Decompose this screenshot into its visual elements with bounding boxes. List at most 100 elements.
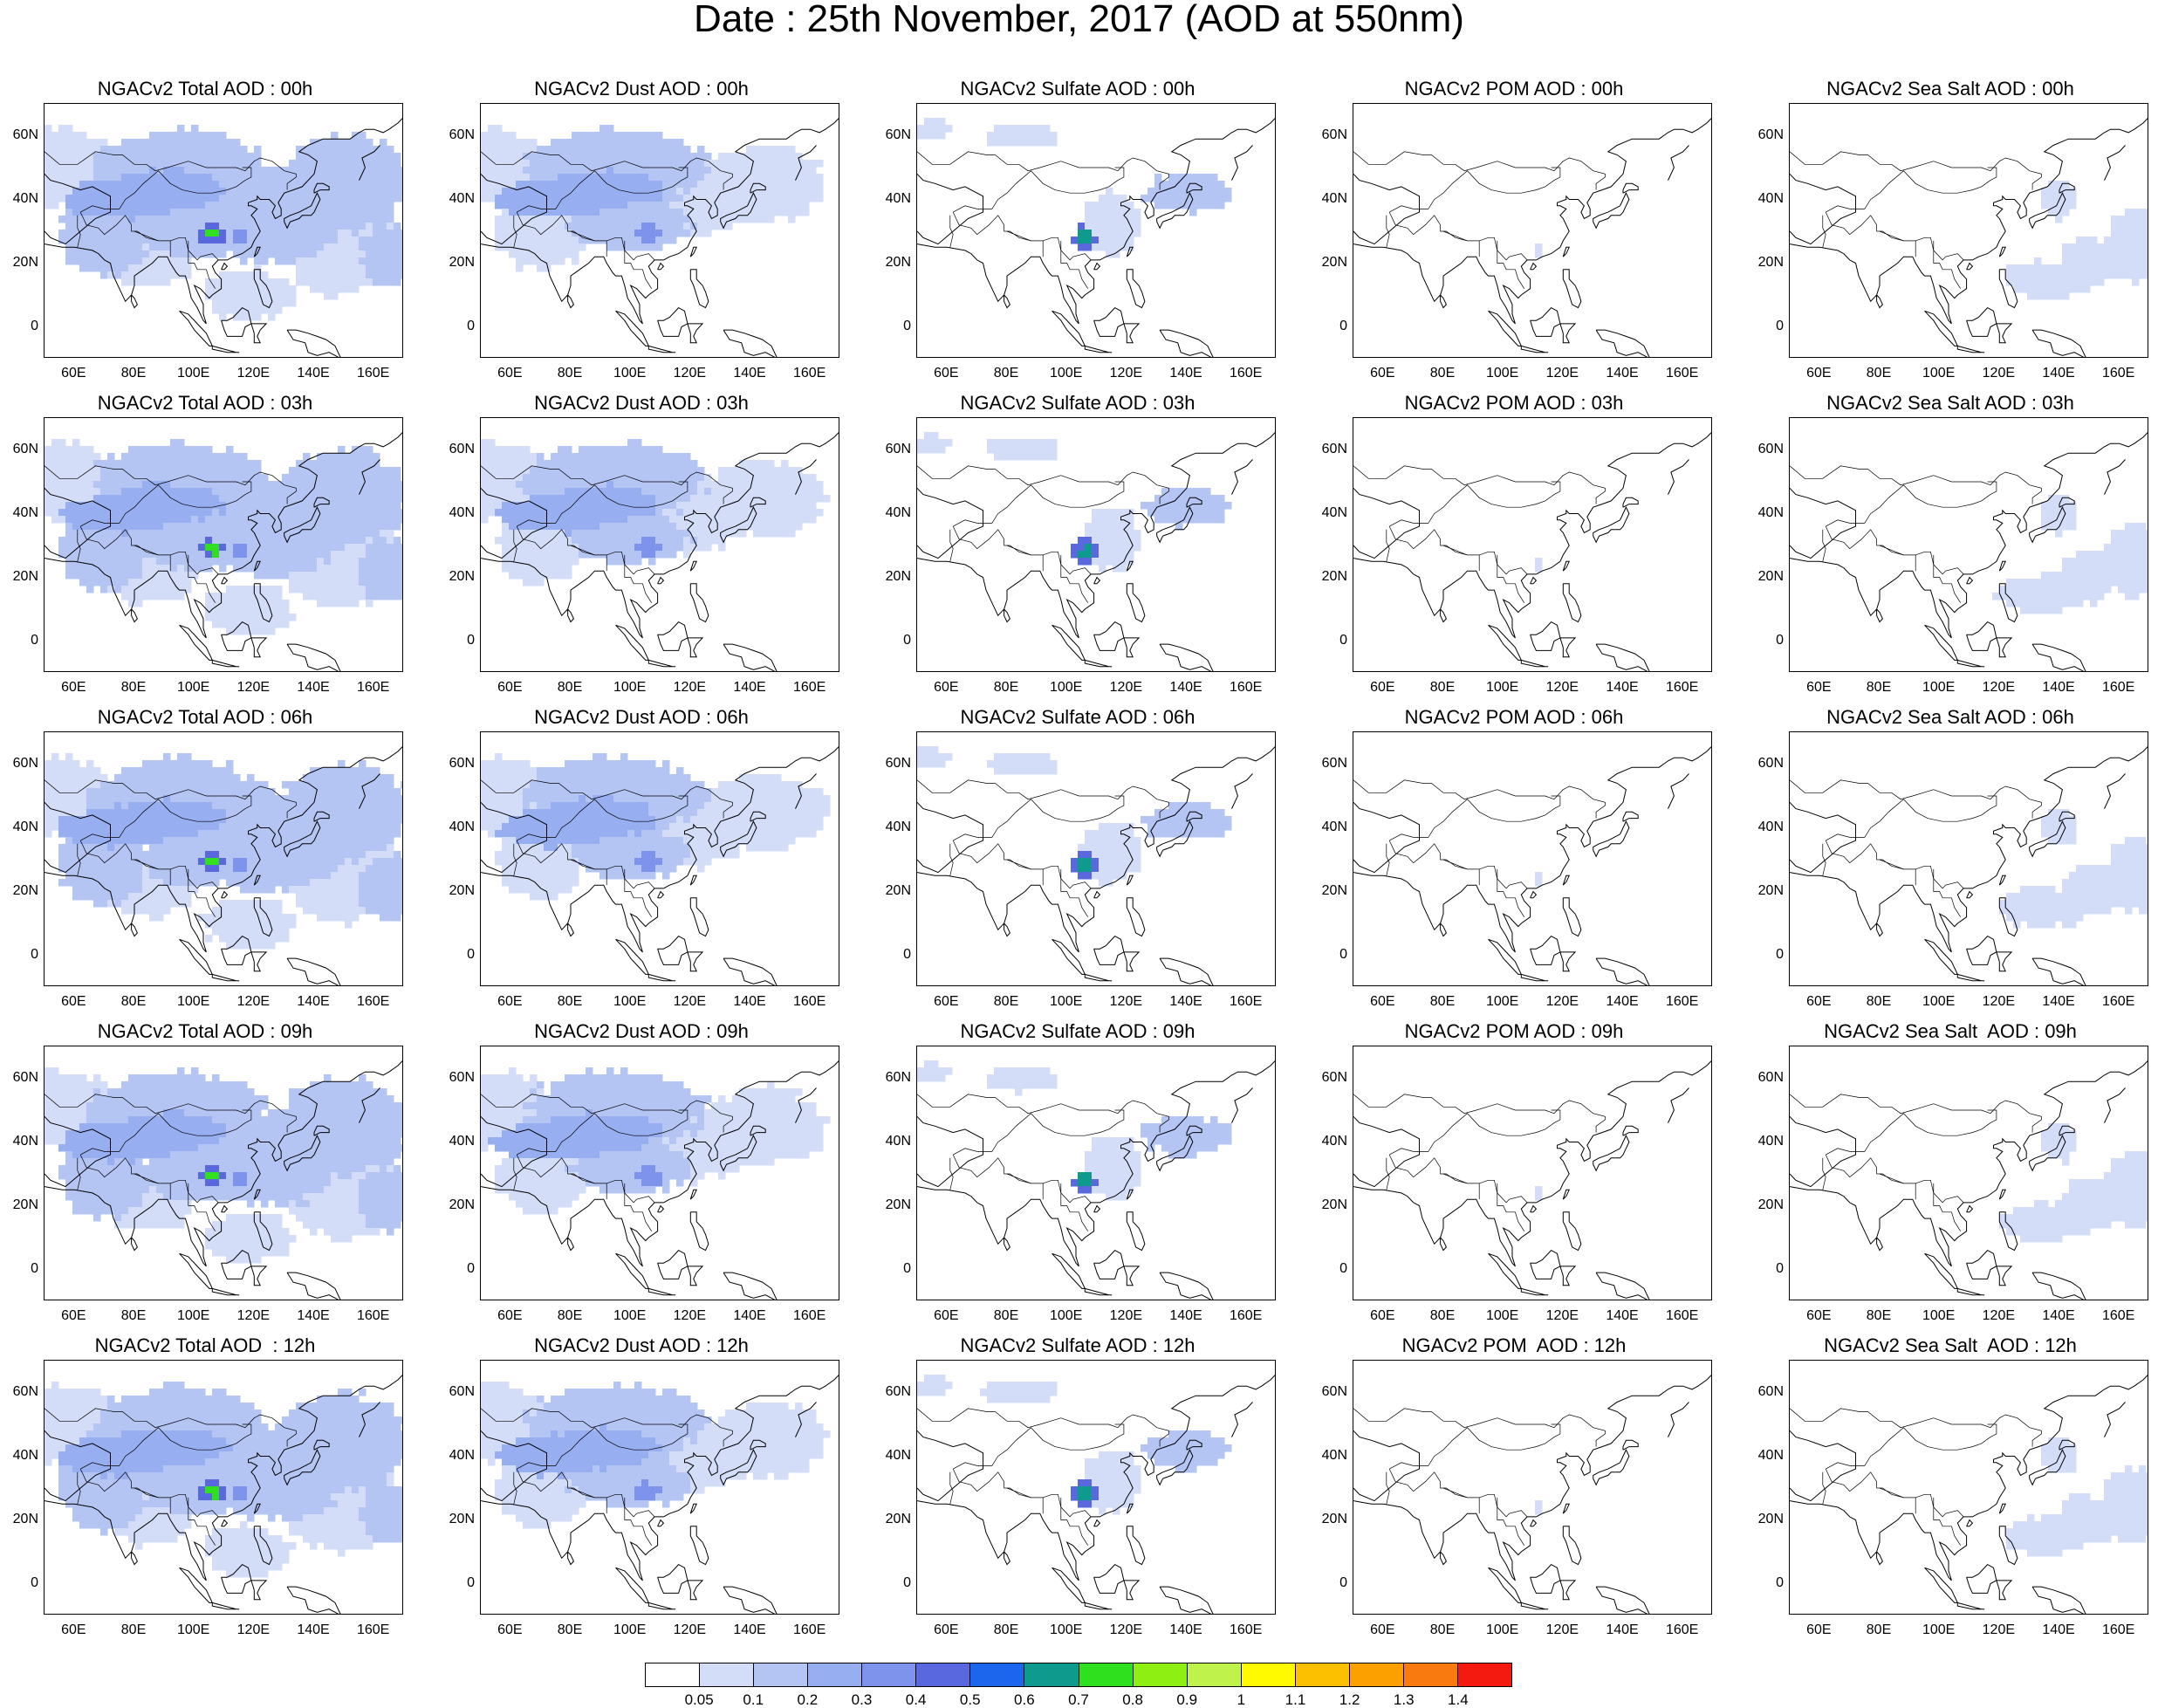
map-frame bbox=[480, 103, 839, 358]
lon-tick-label: 60E bbox=[47, 995, 99, 1009]
lat-tick-label: 20N bbox=[0, 884, 38, 898]
lat-tick-label: 20N bbox=[436, 256, 475, 270]
lon-tick-label: 80E bbox=[1853, 1309, 1905, 1323]
lon-tick-label: 140E bbox=[287, 367, 339, 381]
panel-title: NGACv2 Dust AOD : 00h bbox=[436, 79, 846, 99]
aod-field bbox=[2006, 181, 2148, 300]
lon-tick-label: 140E bbox=[1160, 1309, 1212, 1323]
lat-tick-label: 0 bbox=[436, 1262, 475, 1276]
lon-tick-label: 160E bbox=[1656, 995, 1709, 1009]
lon-tick-label: 160E bbox=[784, 1309, 836, 1323]
lat-tick-label: 40N bbox=[873, 192, 911, 206]
lat-tick-label: 60N bbox=[873, 128, 911, 142]
map-frame bbox=[44, 417, 403, 672]
panel-title: NGACv2 Total AOD : 00h bbox=[0, 79, 410, 99]
lon-tick-label: 160E bbox=[784, 995, 836, 1009]
lon-tick-label: 60E bbox=[1792, 995, 1845, 1009]
lat-tick-label: 60N bbox=[436, 757, 475, 771]
lon-tick-label: 140E bbox=[1160, 995, 1212, 1009]
lon-tick-label: 80E bbox=[107, 1623, 160, 1637]
lat-tick-label: 0 bbox=[1309, 1576, 1347, 1590]
lat-tick-label: 60N bbox=[436, 128, 475, 142]
lon-tick-label: 100E bbox=[1476, 1309, 1529, 1323]
lon-tick-label: 140E bbox=[287, 1623, 339, 1637]
lat-tick-label: 0 bbox=[1745, 1576, 1784, 1590]
aod-field bbox=[481, 125, 824, 272]
colorbar-swatch bbox=[1134, 1663, 1188, 1686]
lon-tick-label: 100E bbox=[168, 681, 220, 695]
lat-tick-label: 20N bbox=[0, 570, 38, 584]
coastlines bbox=[1353, 431, 1712, 672]
lat-tick-label: 40N bbox=[873, 820, 911, 834]
aod-field bbox=[1999, 1123, 2148, 1243]
lat-tick-label: 60N bbox=[0, 1071, 38, 1085]
lat-tick-label: 0 bbox=[873, 634, 911, 648]
lat-tick-label: 0 bbox=[1309, 319, 1347, 333]
lat-tick-label: 20N bbox=[436, 570, 475, 584]
lon-tick-label: 140E bbox=[1596, 681, 1648, 695]
aod-field bbox=[481, 1067, 831, 1215]
panel-title: NGACv2 Sulfate AOD : 12h bbox=[873, 1335, 1283, 1356]
lat-tick-label: 0 bbox=[1745, 948, 1784, 962]
lon-tick-label: 60E bbox=[1792, 681, 1845, 695]
map-frame bbox=[916, 103, 1276, 358]
lon-tick-label: 120E bbox=[1536, 1623, 1588, 1637]
lat-tick-label: 40N bbox=[1309, 1135, 1347, 1149]
lon-tick-label: 60E bbox=[47, 681, 99, 695]
lon-tick-label: 160E bbox=[2093, 681, 2145, 695]
lon-tick-label: 160E bbox=[784, 1623, 836, 1637]
map-plot bbox=[481, 732, 839, 986]
panel-title: NGACv2 Sulfate AOD : 06h bbox=[873, 707, 1283, 728]
lon-tick-label: 160E bbox=[2093, 1623, 2145, 1637]
lon-tick-label: 100E bbox=[1040, 367, 1093, 381]
lat-tick-label: 60N bbox=[1309, 1385, 1347, 1399]
aod-field bbox=[1535, 872, 1543, 887]
coastlines bbox=[1353, 1374, 1712, 1615]
map-frame bbox=[44, 1360, 403, 1615]
lon-tick-label: 80E bbox=[107, 367, 160, 381]
lat-tick-label: 20N bbox=[873, 1513, 911, 1526]
aod-field bbox=[45, 439, 403, 635]
lon-tick-label: 60E bbox=[920, 1309, 972, 1323]
colorbar-swatch bbox=[1296, 1663, 1350, 1686]
lat-tick-label: 40N bbox=[1309, 506, 1347, 520]
lat-tick-label: 40N bbox=[1309, 820, 1347, 834]
lon-tick-label: 140E bbox=[2032, 367, 2085, 381]
lat-tick-label: 0 bbox=[436, 634, 475, 648]
lon-tick-label: 80E bbox=[107, 681, 160, 695]
map-plot bbox=[917, 1046, 1276, 1300]
lon-tick-label: 120E bbox=[1972, 1309, 2024, 1323]
map-frame bbox=[916, 1046, 1276, 1300]
aod-field bbox=[917, 1375, 1232, 1515]
lon-tick-label: 100E bbox=[1913, 995, 1965, 1009]
lat-tick-label: 40N bbox=[1745, 1449, 1784, 1463]
aod-field bbox=[917, 746, 1232, 887]
lat-tick-label: 40N bbox=[436, 1449, 475, 1463]
lat-tick-label: 40N bbox=[1309, 192, 1347, 206]
map-frame bbox=[916, 417, 1276, 672]
aod-field bbox=[45, 125, 403, 321]
map-frame bbox=[1353, 103, 1712, 358]
panel-title: NGACv2 Sea Salt AOD : 06h bbox=[1745, 707, 2155, 728]
lon-tick-label: 60E bbox=[1356, 1309, 1408, 1323]
lon-tick-label: 100E bbox=[1913, 367, 1965, 381]
lon-tick-label: 60E bbox=[920, 681, 972, 695]
lon-tick-label: 60E bbox=[47, 1309, 99, 1323]
lat-tick-label: 20N bbox=[436, 1198, 475, 1212]
map-plot bbox=[1353, 1361, 1712, 1615]
panel-title: NGACv2 POM AOD : 03h bbox=[1309, 393, 1719, 414]
lat-tick-label: 40N bbox=[1745, 506, 1784, 520]
lon-tick-label: 60E bbox=[1356, 367, 1408, 381]
lat-tick-label: 20N bbox=[1745, 884, 1784, 898]
lon-tick-label: 60E bbox=[483, 1623, 536, 1637]
panel-title: NGACv2 Dust AOD : 09h bbox=[436, 1021, 846, 1042]
lon-tick-label: 120E bbox=[227, 995, 279, 1009]
aod-field bbox=[2006, 1437, 2148, 1557]
lon-tick-label: 160E bbox=[784, 367, 836, 381]
lon-tick-label: 60E bbox=[1792, 1309, 1845, 1323]
lon-tick-label: 120E bbox=[227, 367, 279, 381]
